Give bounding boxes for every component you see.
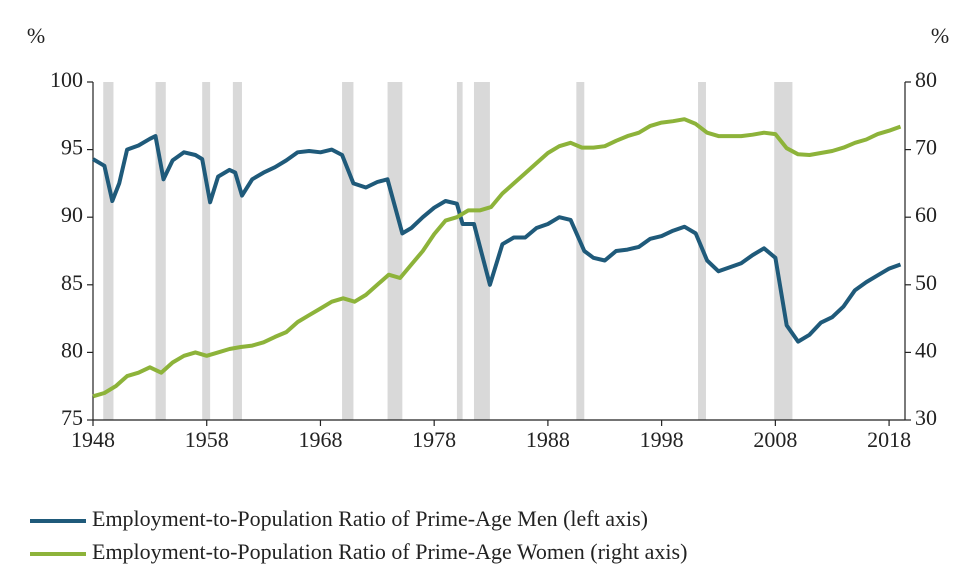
y-tick-label: 85 [61,270,83,295]
recession-band [202,82,211,420]
y2-tick-label: 40 [915,337,937,362]
series-line [91,134,902,344]
recession-band [232,82,242,420]
x-tick-label: 2008 [753,427,797,452]
y2-tick-label: 60 [915,202,937,227]
x-tick-label: 1968 [298,427,342,452]
legend-label: Employment-to-Population Ratio of Prime-… [92,539,687,564]
y2-tick-label: 80 [915,67,937,92]
y-axis-label: % [27,23,45,48]
y-tick-label: 80 [61,337,83,362]
y-tick-label: 100 [50,67,83,92]
x-tick-label: 2018 [867,427,911,452]
recession-band [456,82,463,420]
y-tick-label: 90 [61,202,83,227]
recession-band [103,82,114,420]
x-tick-label: 1988 [526,427,570,452]
y-tick-label: 95 [61,135,83,160]
recession-band [342,82,354,420]
x-tick-label: 1948 [71,427,115,452]
legend-label: Employment-to-Population Ratio of Prime-… [92,506,648,531]
recession-band [387,82,403,420]
x-tick-label: 1998 [640,427,684,452]
y2-axis-label: % [931,23,949,48]
x-tick-label: 1958 [185,427,229,452]
y2-tick-label: 70 [915,135,937,160]
recession-band [155,82,166,420]
series-line [92,117,902,399]
y2-tick-label: 50 [915,270,937,295]
x-tick-label: 1978 [412,427,456,452]
recession-band [774,82,793,420]
y-tick-label: 75 [61,405,83,430]
y2-tick-label: 30 [915,405,937,430]
recession-band [576,82,585,420]
